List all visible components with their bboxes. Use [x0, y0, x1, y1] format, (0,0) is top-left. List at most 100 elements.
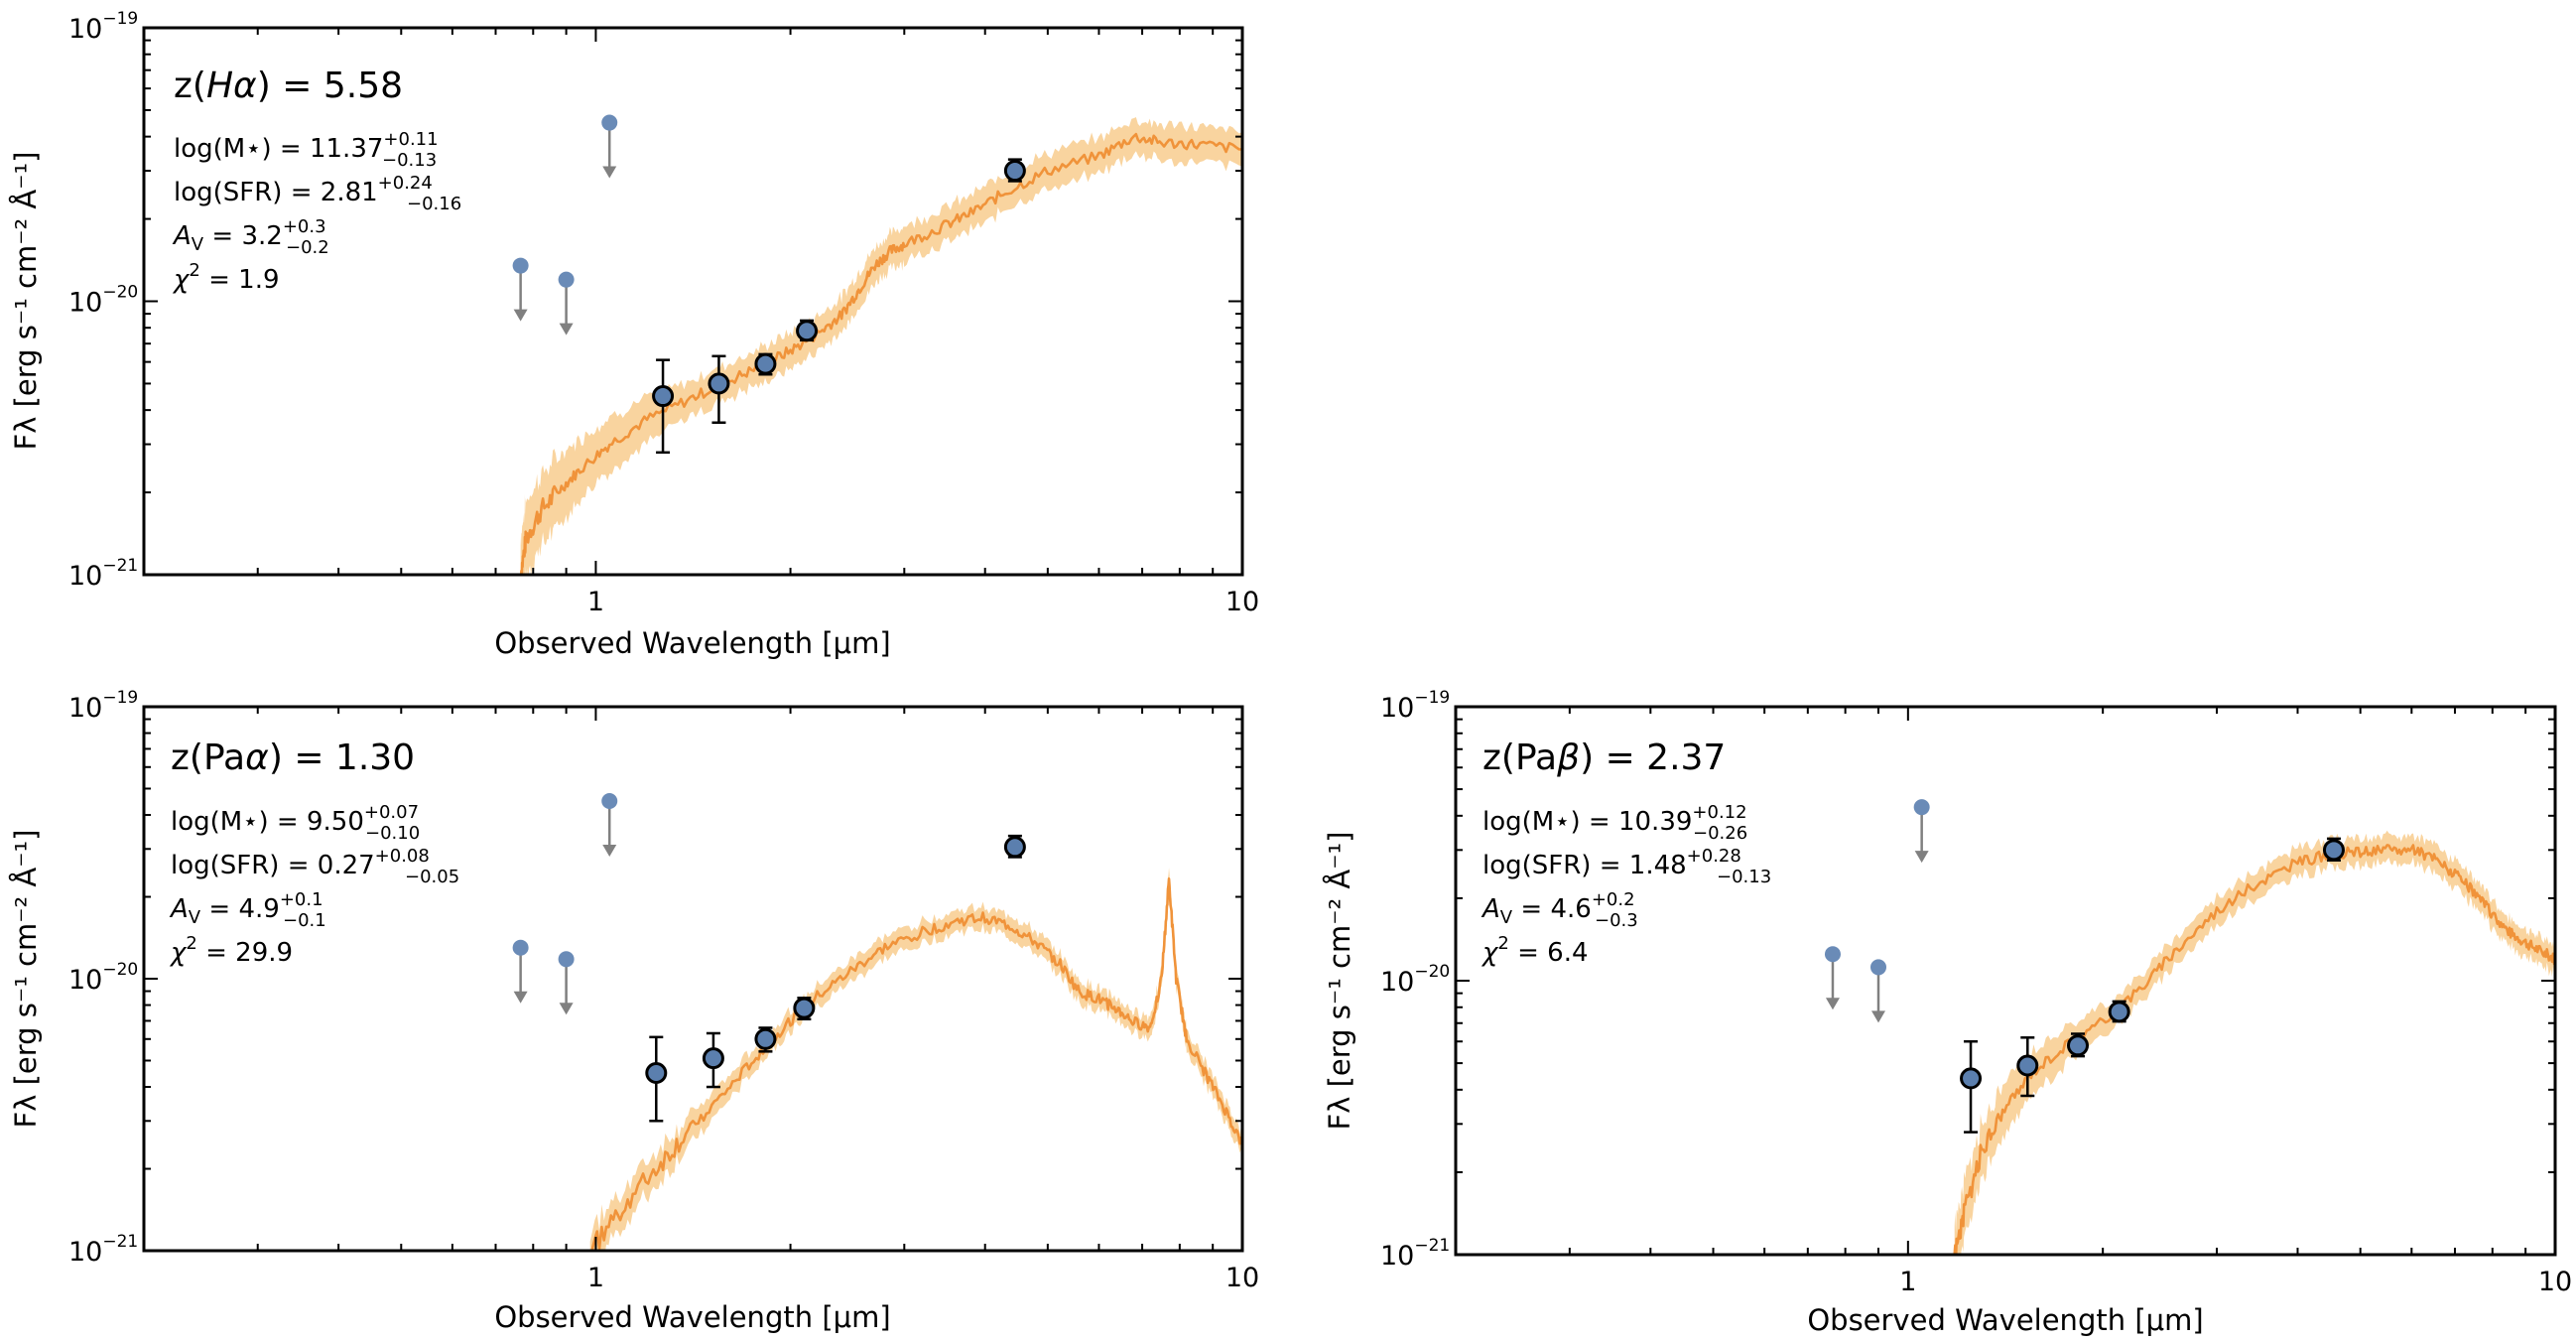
y-tick-label: 10−21 — [1380, 1236, 1450, 1272]
model-spectrum-line — [590, 877, 1242, 1251]
upper-limit-arrow-head — [602, 845, 617, 858]
annot-logsfr-down: −0.05 — [405, 867, 459, 887]
photometry-point — [1003, 160, 1026, 183]
y-tick-base: 10 — [68, 561, 102, 592]
upper-limit-arrow-head — [602, 166, 617, 179]
photometry-point — [2067, 1034, 2090, 1057]
model-uncertainty-band — [589, 868, 1242, 1251]
y-axis-label: Fλ [erg s⁻¹ cm⁻² Å⁻¹] — [9, 830, 43, 1129]
annot-logm-down: −0.10 — [365, 823, 420, 844]
upper-limit-arrow-head — [1914, 851, 1929, 864]
y-tick-label: 10−20 — [68, 283, 138, 319]
y-tick-exponent: −20 — [102, 283, 138, 303]
x-tick-label: 1 — [1899, 1267, 1916, 1297]
y-tick-label: 10−19 — [1380, 688, 1450, 724]
upper-limit-point — [558, 271, 575, 288]
annot-logm: log(M⋆) = 11.37+0.11 — [174, 129, 439, 164]
upper-limit-point — [558, 951, 575, 968]
x-tick-label: 1 — [587, 1263, 604, 1293]
upper-limit-point — [512, 939, 529, 956]
annot-av: AV = 4.9+0.1 — [169, 889, 323, 928]
model-uncertainty-band — [520, 117, 1242, 575]
y-tick-exponent: −21 — [102, 556, 138, 576]
y-tick-exponent: −20 — [102, 960, 138, 980]
upper-limit-point — [601, 114, 618, 131]
y-tick-label: 10−20 — [1380, 962, 1450, 998]
y-tick-base: 10 — [68, 965, 102, 996]
annot-logsfr: log(SFR) = 1.48+0.28 — [1482, 846, 1741, 880]
annot-chi2: χ2 = 29.9 — [169, 933, 293, 968]
y-tick-exponent: −21 — [102, 1232, 138, 1252]
annot-av-down: −0.2 — [286, 237, 329, 258]
photometry-point — [1003, 836, 1026, 859]
title-symbol: Hα — [206, 66, 257, 106]
upper-limit-point — [512, 257, 529, 274]
x-axis-label: Observed Wavelength [μm] — [1807, 1303, 2203, 1337]
x-tick-label: 1 — [587, 587, 604, 617]
title-value: ) = 5.58 — [257, 66, 403, 106]
plot-frame — [1454, 705, 2557, 1257]
annot-logsfr: log(SFR) = 0.27+0.08 — [171, 846, 430, 880]
y-tick-base: 10 — [68, 693, 102, 724]
y-tick-base: 10 — [1380, 1241, 1414, 1272]
y-axis-label: Fλ [erg s⁻¹ cm⁻² Å⁻¹] — [9, 152, 43, 451]
upper-limit-arrow-head — [559, 1003, 574, 1015]
photometry-point — [793, 997, 816, 1019]
photometry-point — [1960, 1067, 1983, 1090]
annot-logsfr: log(SFR) = 2.81+0.24 — [174, 173, 433, 207]
x-tick-label: 10 — [1225, 587, 1259, 617]
y-tick-label: 10−21 — [68, 1232, 138, 1268]
y-tick-base: 10 — [1380, 693, 1414, 724]
annot-av-down: −0.3 — [1595, 910, 1638, 931]
upper-limit-arrow-head — [1870, 1010, 1885, 1023]
x-axis-label: Observed Wavelength [μm] — [494, 626, 890, 660]
annot-logm-down: −0.26 — [1693, 823, 1747, 844]
title-redshift: z(Paα) = 1.30 — [171, 738, 415, 778]
plot-marks — [1824, 799, 2555, 1255]
title-value: ) = 1.30 — [269, 738, 415, 778]
annot-av: AV = 4.6+0.2 — [1481, 889, 1635, 928]
photometry-point — [2016, 1054, 2039, 1077]
photometry-point — [708, 372, 730, 395]
photometry-point — [754, 352, 777, 375]
y-tick-label: 10−20 — [68, 960, 138, 996]
upper-limit-point — [1824, 946, 1841, 963]
plot-marks — [512, 793, 1242, 1251]
title-prefix: z(Pa — [171, 738, 245, 778]
y-tick-base: 10 — [68, 1237, 102, 1268]
annot-logm-down: −0.13 — [382, 150, 437, 171]
upper-limit-arrow-head — [559, 323, 574, 336]
x-tick-label: 10 — [2538, 1267, 2572, 1297]
title-symbol: α — [245, 738, 269, 778]
title-redshift: z(Paβ) = 2.37 — [1482, 738, 1726, 778]
annot-logm: log(M⋆) = 9.50+0.07 — [171, 802, 419, 837]
annot-chi2: χ2 = 1.9 — [172, 260, 280, 295]
upper-limit-arrow-head — [513, 991, 528, 1004]
y-tick-exponent: −21 — [1414, 1236, 1450, 1256]
plot-marks — [512, 114, 1242, 575]
upper-limit-point — [1913, 799, 1930, 816]
plot-frame — [142, 26, 1244, 577]
y-tick-exponent: −19 — [102, 688, 138, 708]
annot-logsfr-down: −0.16 — [407, 194, 461, 214]
photometry-point — [652, 385, 675, 408]
title-value: ) = 2.37 — [1580, 738, 1726, 778]
photometry-point — [645, 1062, 668, 1085]
y-tick-exponent: −19 — [102, 9, 138, 29]
upper-limit-point — [1869, 959, 1886, 976]
y-tick-base: 10 — [68, 288, 102, 319]
annot-av-down: −0.1 — [283, 910, 326, 931]
y-tick-base: 10 — [1380, 967, 1414, 998]
photometry-point — [754, 1027, 777, 1050]
y-tick-label: 10−21 — [68, 556, 138, 592]
upper-limit-arrow-head — [513, 309, 528, 322]
title-prefix: z(Pa — [1482, 738, 1557, 778]
plot-area — [1824, 799, 2555, 1255]
photometry-point — [702, 1047, 724, 1070]
